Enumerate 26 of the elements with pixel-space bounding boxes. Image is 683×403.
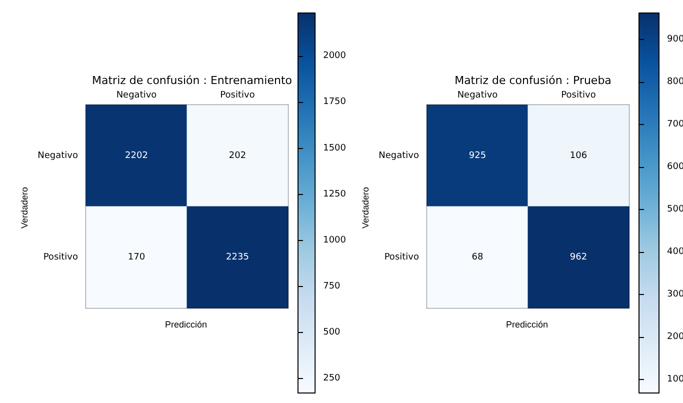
chart-title: Matriz de confusión : Entrenamiento [92,74,292,87]
data-label: 925 [468,150,486,161]
color-bar-label: 1500 [323,143,346,154]
data-label: 68 [472,252,484,262]
data-label: 2202 [125,150,148,161]
color-bar-label: 750 [323,281,341,292]
color-bar-label: 2000 [323,51,346,62]
data-label: 202 [228,150,246,161]
y-axis-title: Verdadero [360,186,370,228]
x-axis-title: Predicción [165,320,208,330]
x-tick-label: Negativo [457,90,498,100]
data-label: 106 [570,150,588,161]
color-bar-label: 250 [323,373,341,384]
data-label: 170 [128,252,146,262]
color-bar-label: 1750 [323,97,346,108]
x-tick-label: Negativo [116,90,158,100]
color-bar-label: 500 [323,327,341,338]
color-bar-label: 1250 [323,189,346,200]
color-bar-label: 1000 [323,235,346,246]
x-axis-title: Predicción [506,320,548,330]
x-tick-label: Positivo [220,90,256,100]
y-axis-title: Verdadero [20,186,30,228]
chart-title: Matriz de confusión : Prueba [454,74,612,87]
data-label: 2235 [226,252,249,262]
data-label: 962 [570,252,588,262]
x-tick-label: Positivo [561,90,596,100]
